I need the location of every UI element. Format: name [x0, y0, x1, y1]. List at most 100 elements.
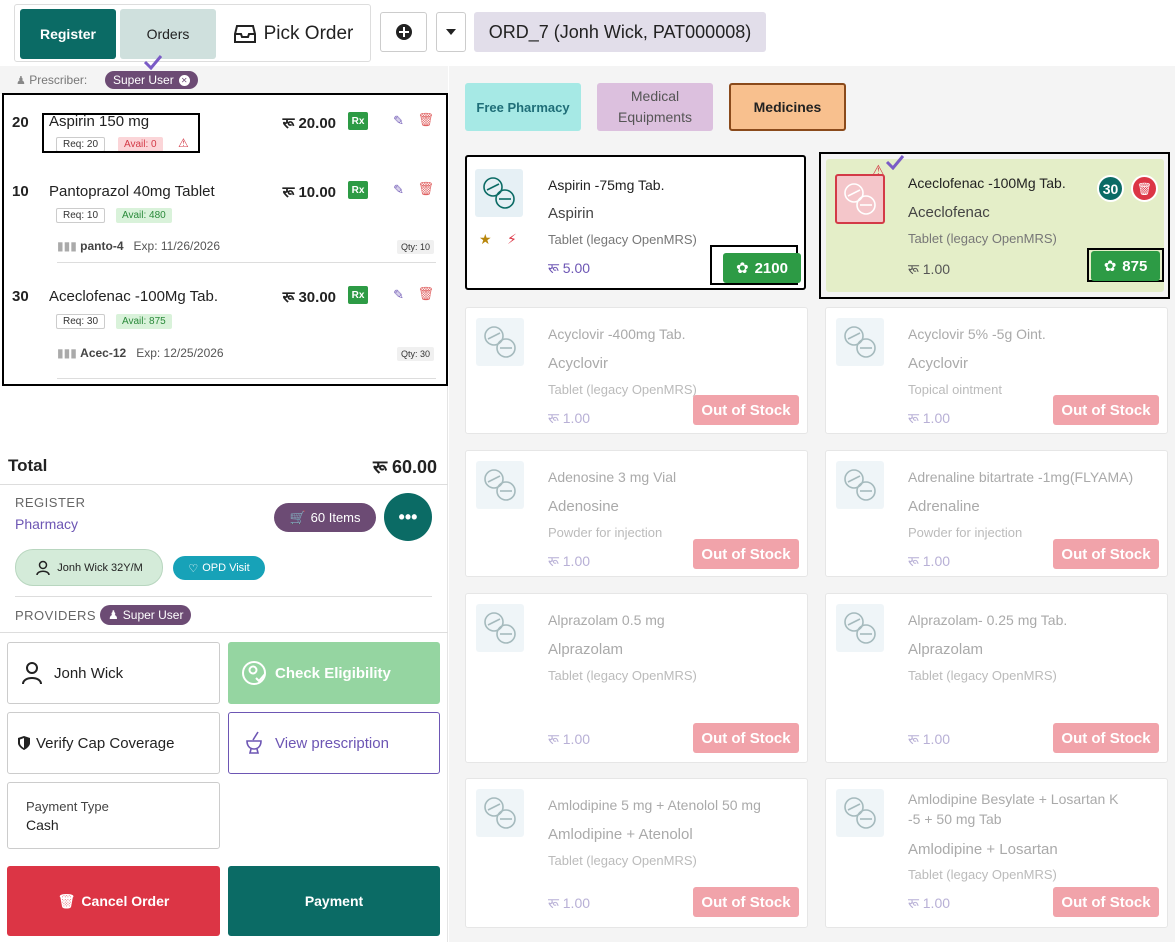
- product-form: Topical ointment: [908, 382, 1002, 397]
- tab-pick-order[interactable]: Pick Order: [220, 9, 367, 59]
- user-check-icon: [242, 661, 266, 685]
- provider-chip[interactable]: ♟ Super User: [100, 605, 192, 625]
- cart-items-chip[interactable]: 🛒 60 Items: [274, 503, 376, 532]
- product-card-selected[interactable]: ⚠ Aceclofenac -100Mg Tab. Aceclofenac Ta…: [826, 155, 1164, 292]
- user-icon: ♟: [108, 608, 119, 622]
- trash-icon: 🗑: [1136, 181, 1153, 196]
- product-card[interactable]: Amlodipine 5 mg + Atenolol 50 mg Amlodip…: [465, 778, 808, 928]
- patient-chip[interactable]: Jonh Wick 32Y/M: [15, 549, 163, 586]
- trash-icon[interactable]: 🗑: [417, 112, 434, 127]
- remove-from-cart-button[interactable]: 🗑: [1131, 175, 1158, 202]
- product-form: Tablet (legacy OpenMRS): [548, 853, 697, 868]
- tab-register[interactable]: Register: [20, 9, 116, 59]
- product-generic: Aspirin: [548, 205, 594, 222]
- product-generic: Acyclovir: [908, 355, 969, 372]
- check-eligibility-label: Check Eligibility: [275, 664, 391, 682]
- visit-chip[interactable]: ♡ OPD Visit: [173, 556, 265, 580]
- product-price: रू 1.00: [908, 410, 951, 426]
- barcode-icon: ▮▮▮: [57, 346, 77, 360]
- register-name[interactable]: Pharmacy: [15, 516, 79, 532]
- out-of-stock-badge: Out of Stock: [693, 723, 799, 753]
- prescriber-label-text: Prescriber:: [29, 73, 88, 87]
- prescriber-chip[interactable]: Super User ✕: [105, 71, 198, 89]
- pills-icon: [836, 789, 884, 837]
- category-free-pharmacy[interactable]: Free Pharmacy: [465, 83, 581, 131]
- checkmark-icon: [143, 55, 163, 70]
- product-generic: Acyclovir: [548, 355, 609, 372]
- category-medicines[interactable]: Medicines: [729, 83, 846, 131]
- category-medical-equipments-label: Medical Equipments: [618, 86, 692, 128]
- line-qty: 20: [12, 114, 29, 131]
- verify-cap-label: Verify Cap Coverage: [36, 734, 175, 752]
- add-order-button[interactable]: [380, 12, 427, 52]
- line-price: रू 10.00: [282, 184, 336, 201]
- mortar-pestle-icon: [246, 731, 262, 754]
- trash-icon[interactable]: 🗑: [417, 286, 434, 301]
- inbox-icon: [233, 25, 256, 43]
- product-card[interactable]: Alprazolam- 0.25 mg Tab. Alprazolam Tabl…: [825, 593, 1168, 763]
- product-name: Amlodipine 5 mg + Atenolol 50 mg: [548, 797, 761, 813]
- product-card[interactable]: Acyclovir -400mg Tab. Acyclovir Tablet (…: [465, 307, 808, 434]
- out-of-stock-badge: Out of Stock: [1053, 395, 1159, 425]
- product-name: Adrenaline bitartrate -1mg(FLYAMA): [908, 469, 1134, 485]
- visit-type: OPD Visit: [202, 562, 250, 574]
- current-order-chip[interactable]: ORD_7 (Jonh Wick, PAT000008): [474, 12, 766, 52]
- view-prescription-button[interactable]: View prescription: [228, 712, 440, 774]
- verify-cap-coverage-button[interactable]: Verify Cap Coverage: [7, 712, 220, 774]
- payment-type-selector[interactable]: Payment Type Cash: [7, 782, 220, 849]
- product-form: Tablet (legacy OpenMRS): [548, 232, 697, 247]
- pills-icon: ✿: [1103, 258, 1117, 275]
- product-name: Alprazolam 0.5 mg: [548, 612, 665, 628]
- line-name: Aspirin 150 mg: [49, 113, 150, 130]
- lot-expiry: Exp: 11/26/2026: [133, 239, 221, 253]
- pills-icon: ✿: [736, 260, 749, 277]
- payment-type-value: Cash: [26, 816, 59, 833]
- star-icon[interactable]: ★: [479, 231, 492, 247]
- product-generic: Amlodipine + Atenolol: [548, 826, 693, 843]
- patient-name: Jonh Wick 32Y/M: [57, 561, 143, 574]
- close-icon[interactable]: ✕: [178, 74, 190, 86]
- cancel-order-button[interactable]: 🗑 Cancel Order: [7, 866, 220, 936]
- order-dropdown-button[interactable]: [436, 12, 466, 52]
- category-medical-equipments[interactable]: Medical Equipments: [597, 83, 713, 131]
- payment-button[interactable]: Payment: [228, 866, 440, 936]
- pencil-icon[interactable]: ✎: [393, 182, 404, 197]
- stock-badge: ✿ 875: [1091, 251, 1160, 281]
- tab-orders[interactable]: Orders: [120, 9, 216, 59]
- category-medical-equipments-line2: Equipments: [618, 109, 692, 125]
- patient-button[interactable]: Jonh Wick: [7, 642, 220, 704]
- trash-icon: 🗑: [57, 892, 76, 909]
- line-name: Pantoprazol 40mg Tablet: [49, 183, 215, 200]
- product-card[interactable]: Amlodipine Besylate + Losartan K -5 + 50…: [825, 778, 1168, 928]
- checkmark-icon: [885, 155, 905, 170]
- product-generic: Alprazolam: [908, 641, 984, 658]
- pills-icon: [836, 318, 884, 366]
- product-card[interactable]: Adenosine 3 mg Vial Adenosine Powder for…: [465, 450, 808, 577]
- product-name: Amlodipine Besylate + Losartan K -5 + 50…: [908, 789, 1119, 829]
- more-options-button[interactable]: •••: [384, 493, 432, 541]
- product-card[interactable]: Acyclovir 5% -5g Oint. Acyclovir Topical…: [825, 307, 1168, 434]
- lot-qty: Qty: 30: [396, 347, 434, 361]
- product-card[interactable]: Alprazolam 0.5 mg Alprazolam Tablet (leg…: [465, 593, 808, 763]
- avail-pill: Avail: 0: [118, 137, 163, 152]
- plus-circle-icon: [395, 24, 412, 40]
- order-line[interactable]: 30 Aceclofenac -100Mg Tab. रू 30.00 Rx ✎…: [4, 266, 446, 384]
- req-pill: Req: 10: [56, 208, 106, 223]
- user-icon: [36, 560, 50, 575]
- pencil-icon[interactable]: ✎: [393, 113, 404, 128]
- product-card[interactable]: ★ ⚡ Aspirin -75mg Tab. Aspirin Tablet (l…: [465, 155, 806, 290]
- highlight-box: [819, 152, 1170, 299]
- cancel-order-label: Cancel Order: [81, 893, 170, 909]
- pencil-icon[interactable]: ✎: [393, 287, 404, 302]
- out-of-stock-badge: Out of Stock: [1053, 539, 1159, 569]
- trash-icon[interactable]: 🗑: [417, 181, 434, 196]
- product-generic: Alprazolam: [548, 641, 624, 658]
- prescriber-label: ♟ Prescriber:: [16, 73, 87, 87]
- order-line[interactable]: 10 Pantoprazol 40mg Tablet रू 10.00 Rx ✎…: [4, 160, 446, 266]
- check-eligibility-button[interactable]: Check Eligibility: [228, 642, 440, 704]
- product-card[interactable]: Adrenaline bitartrate -1mg(FLYAMA) Adren…: [825, 450, 1168, 577]
- product-generic: Aceclofenac: [908, 204, 990, 221]
- product-price: रू 5.00: [548, 260, 591, 276]
- product-price: रू 1.00: [548, 895, 591, 911]
- divider: [57, 378, 436, 379]
